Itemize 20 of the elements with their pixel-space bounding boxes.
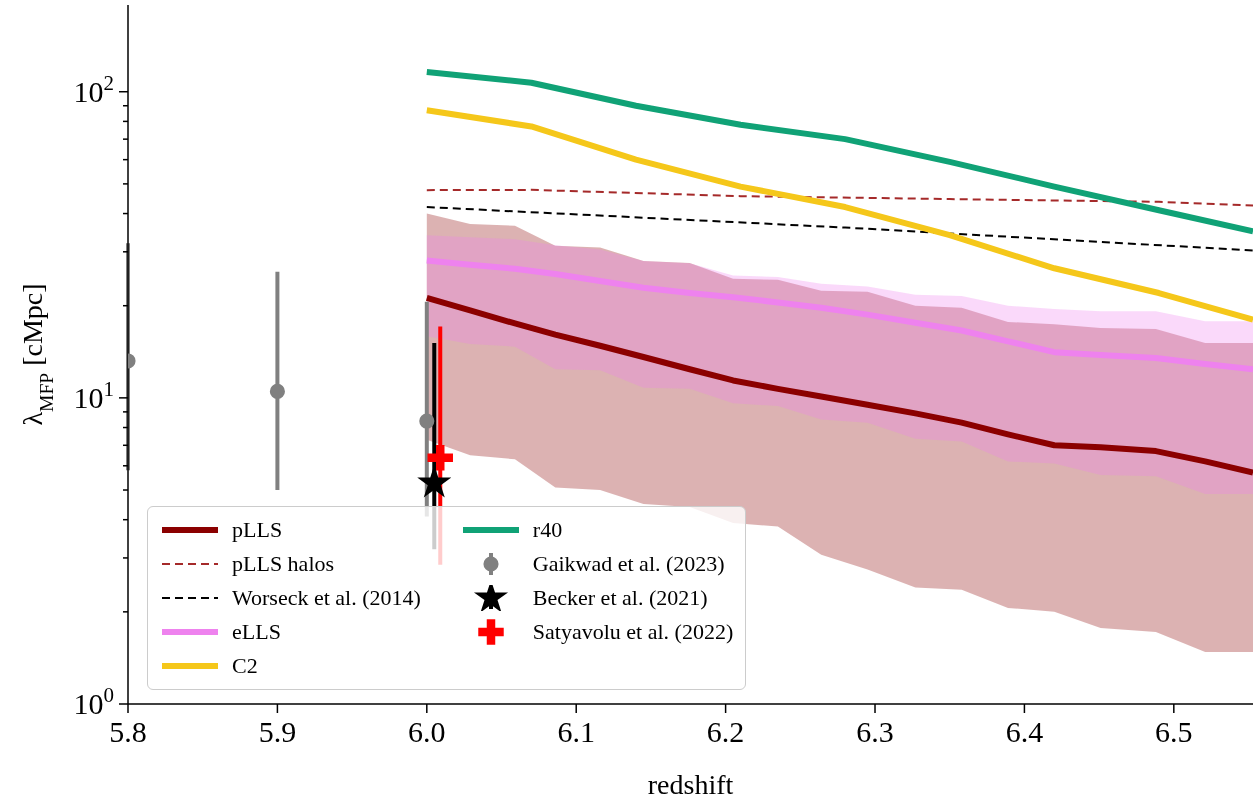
legend-label: pLLS halos — [232, 551, 335, 577]
x-tick-label: 6.0 — [408, 715, 446, 748]
legend-label: eLLS — [232, 619, 281, 645]
x-tick-label: 6.4 — [1005, 715, 1044, 748]
x-tick-label: 6.5 — [1155, 715, 1193, 748]
legend-label: Becker et al. (2021) — [532, 585, 708, 611]
legend-label: C2 — [232, 653, 258, 679]
legend-label: Gaikwad et al. (2023) — [532, 551, 725, 577]
x-axis-title: redshift — [647, 769, 734, 796]
y-tick-label: 10$^{1}$ — [73, 376, 114, 414]
x-tick-label: 6.1 — [557, 715, 595, 748]
legend-label: pLLS — [232, 517, 283, 543]
x-tick-label: 6.2 — [706, 715, 745, 748]
x-tick-label: 6.3 — [856, 715, 894, 748]
legend-label: Satyavolu et al. (2022) — [532, 619, 734, 645]
legend-label: Worseck et al. (2014) — [232, 585, 421, 611]
y-tick-label: 10$^{2}$ — [73, 70, 114, 108]
legend-label: r40 — [532, 517, 563, 543]
x-tick-label: 5.9 — [258, 715, 297, 748]
line-series — [425, 188, 1253, 207]
